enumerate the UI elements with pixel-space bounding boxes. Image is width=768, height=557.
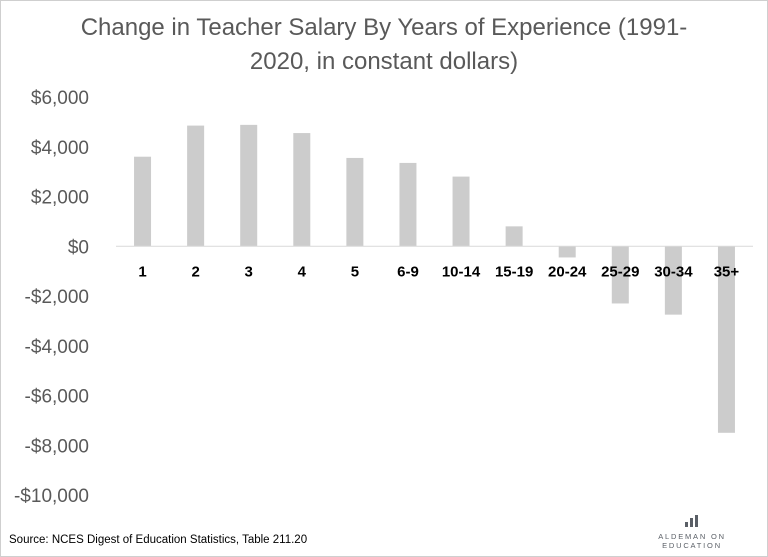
bar [505, 226, 523, 247]
bar [240, 124, 258, 247]
bar [717, 246, 735, 433]
x-tick-label: 10-14 [442, 263, 481, 280]
x-tick-label: 3 [245, 263, 253, 280]
x-tick-label: 15-19 [495, 263, 533, 280]
x-tick-label: 1 [138, 263, 146, 280]
chart-title-line-2: 2020, in constant dollars) [249, 48, 519, 75]
bar [346, 157, 364, 247]
brand-name: ALDEMAN ON EDUCATION [658, 532, 726, 550]
y-tick-label: -$6,000 [25, 387, 89, 408]
y-tick-label: $2,000 [31, 188, 89, 209]
bar [664, 246, 682, 315]
x-tick-label: 30-34 [654, 263, 693, 280]
x-tick-label: 2 [191, 263, 199, 280]
bar [611, 246, 629, 304]
bar [452, 176, 470, 247]
y-tick-label: $6,000 [31, 88, 89, 109]
y-tick-label: -$10,000 [14, 486, 89, 507]
chart-title-line-1: Change in Teacher Salary By Years of Exp… [80, 14, 688, 41]
y-tick-label: -$2,000 [25, 287, 89, 308]
branding: ALDEMAN ON EDUCATION [627, 515, 757, 550]
y-tick-label: -$8,000 [25, 436, 89, 457]
y-tick-label: -$4,000 [25, 337, 89, 358]
bar [293, 133, 311, 247]
bar [399, 162, 417, 247]
bar-chart-icon [685, 515, 698, 527]
bar [134, 156, 152, 247]
y-tick-label: $0 [68, 237, 89, 258]
source-note: Source: NCES Digest of Education Statist… [9, 534, 308, 546]
y-tick-label: $4,000 [31, 138, 89, 159]
x-tick-label: 20-24 [548, 263, 587, 280]
x-tick-label: 35+ [714, 263, 740, 280]
x-tick-label: 4 [298, 263, 307, 280]
chart-title: Change in Teacher Salary By Years of Exp… [41, 11, 727, 79]
x-tick-label: 25-29 [601, 263, 639, 280]
bar [558, 246, 576, 258]
x-tick-label: 6-9 [397, 263, 419, 280]
bar [187, 125, 205, 247]
x-tick-label: 5 [351, 263, 359, 280]
